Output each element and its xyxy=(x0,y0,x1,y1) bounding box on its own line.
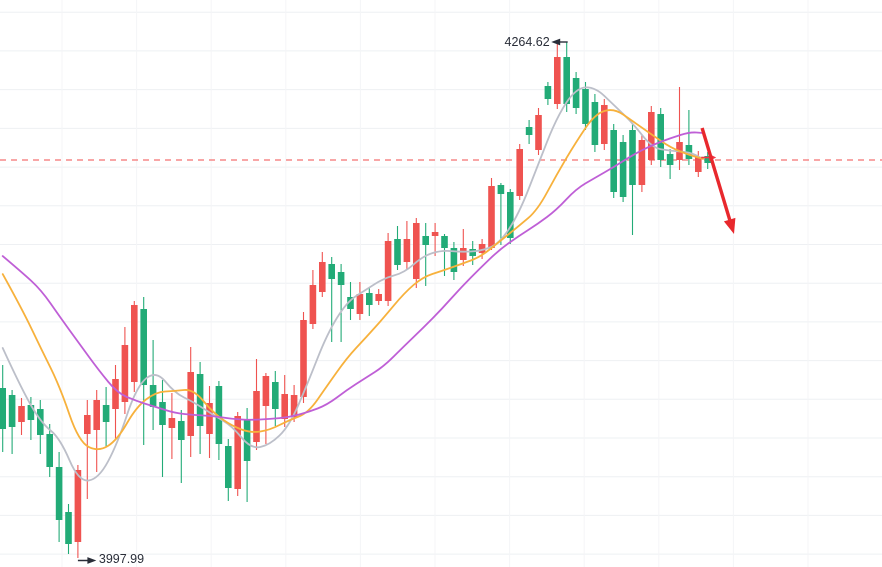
candle xyxy=(178,410,185,483)
candle xyxy=(18,398,25,435)
candle xyxy=(685,110,693,165)
candle xyxy=(309,270,317,329)
candle xyxy=(610,124,617,198)
candle xyxy=(112,365,119,440)
candle xyxy=(704,152,711,169)
candle xyxy=(328,257,335,342)
vertical-gridlines xyxy=(61,0,809,567)
candle xyxy=(300,312,307,403)
candle xyxy=(563,42,570,112)
ma-fast-gray-line xyxy=(1,86,704,482)
candle xyxy=(243,408,251,502)
candle xyxy=(497,183,505,245)
candle xyxy=(196,362,204,454)
candle xyxy=(695,151,702,177)
candle xyxy=(413,218,420,288)
candle xyxy=(102,387,110,447)
candle xyxy=(262,373,270,444)
candle xyxy=(582,82,589,130)
candle xyxy=(460,229,467,266)
candle xyxy=(121,327,129,414)
candle xyxy=(206,386,213,458)
candle xyxy=(74,465,82,558)
candle xyxy=(37,400,44,454)
candle xyxy=(215,381,223,460)
ma-mid-orange-line xyxy=(1,109,704,451)
candle xyxy=(140,297,147,445)
drawn-trend-arrow[interactable] xyxy=(700,127,736,234)
candle xyxy=(638,134,646,192)
candle xyxy=(629,124,636,235)
candle xyxy=(657,108,664,167)
candle xyxy=(507,189,514,244)
low-leader-arrow-icon xyxy=(77,557,97,564)
candle xyxy=(572,72,580,114)
candle xyxy=(93,390,100,472)
candle xyxy=(187,347,194,457)
candle xyxy=(253,359,260,450)
candle xyxy=(648,106,655,165)
low-price-label: 3997.99 xyxy=(98,552,145,567)
candle xyxy=(0,365,6,452)
candle xyxy=(601,99,608,150)
candle xyxy=(441,234,448,276)
candle xyxy=(450,242,458,280)
candle xyxy=(159,380,166,477)
candle xyxy=(591,94,599,152)
horizontal-gridlines xyxy=(0,11,882,555)
candle xyxy=(394,226,401,270)
candle xyxy=(422,223,429,286)
candle xyxy=(666,149,674,179)
candle xyxy=(384,233,392,306)
candle xyxy=(272,371,279,426)
candle xyxy=(225,439,232,501)
candle xyxy=(319,252,326,297)
candle xyxy=(131,301,138,392)
ma-slow-purple-line xyxy=(1,131,704,421)
candle xyxy=(431,223,439,256)
candle xyxy=(8,390,16,454)
high-leader-arrow-icon xyxy=(551,38,568,46)
candle xyxy=(544,82,552,105)
candle xyxy=(554,44,561,109)
candle xyxy=(619,135,627,202)
candle xyxy=(281,375,288,427)
candle xyxy=(525,120,533,144)
candle xyxy=(469,241,476,265)
candle xyxy=(403,221,411,270)
candle xyxy=(55,452,63,542)
candle xyxy=(168,393,176,459)
candle xyxy=(234,412,241,496)
candle xyxy=(488,178,495,250)
candle xyxy=(516,144,523,200)
candle xyxy=(65,504,72,554)
candle xyxy=(356,282,364,320)
candles-series xyxy=(0,42,711,558)
candle xyxy=(375,289,382,305)
high-price-label: 4264.62 xyxy=(504,34,550,49)
candle xyxy=(535,108,542,155)
candle xyxy=(46,424,53,477)
candle xyxy=(366,288,373,316)
candle xyxy=(149,340,157,430)
candle xyxy=(337,264,345,342)
candle xyxy=(84,400,91,499)
